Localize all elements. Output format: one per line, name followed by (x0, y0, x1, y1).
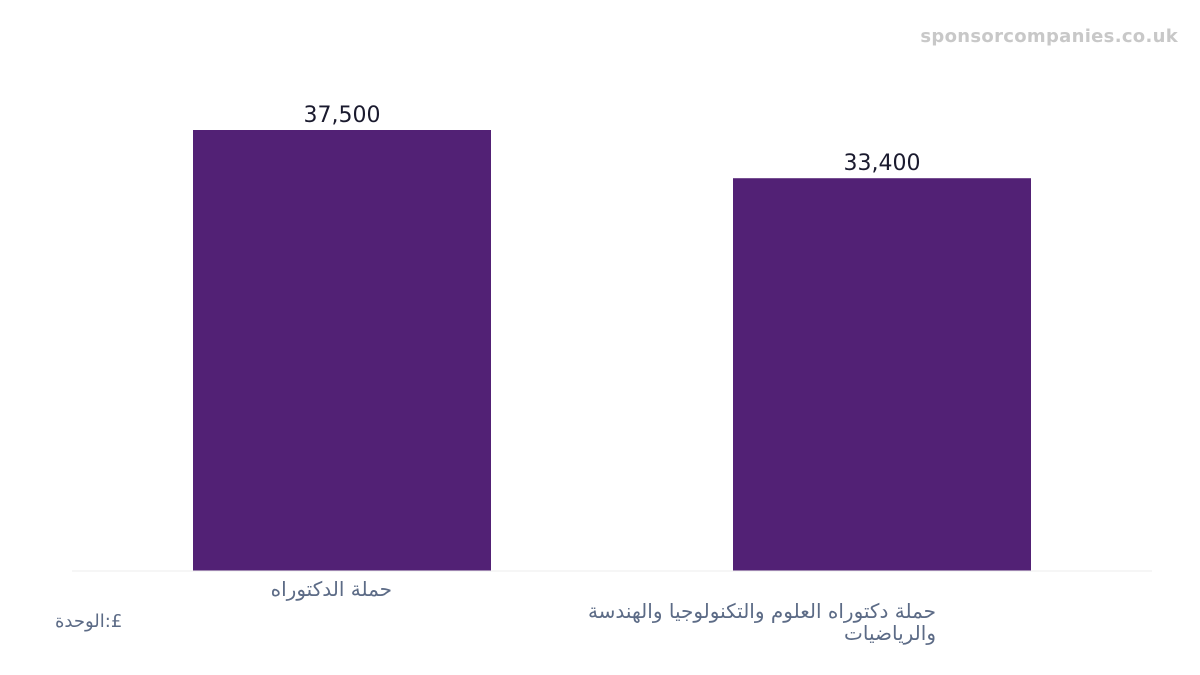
watermark: sponsorcompanies.co.uk (920, 26, 1178, 47)
labels-layer: 37,500 حملة الدكتوراه 33,400 حملة دكتوراه ا… (271, 103, 936, 645)
value-label-2: 33,400 (844, 151, 921, 176)
bar-2 (733, 178, 1031, 571)
category-label-2: حملة دكتوراه العلوم والتكنولوجيا والهندس… (588, 599, 936, 645)
category-label-1: حملة الدكتوراه (271, 577, 392, 601)
bar-1 (193, 130, 491, 571)
value-label-1: 37,500 (304, 103, 381, 128)
bars-layer (193, 130, 1031, 571)
unit-label: الوحدة:£ (55, 611, 123, 632)
